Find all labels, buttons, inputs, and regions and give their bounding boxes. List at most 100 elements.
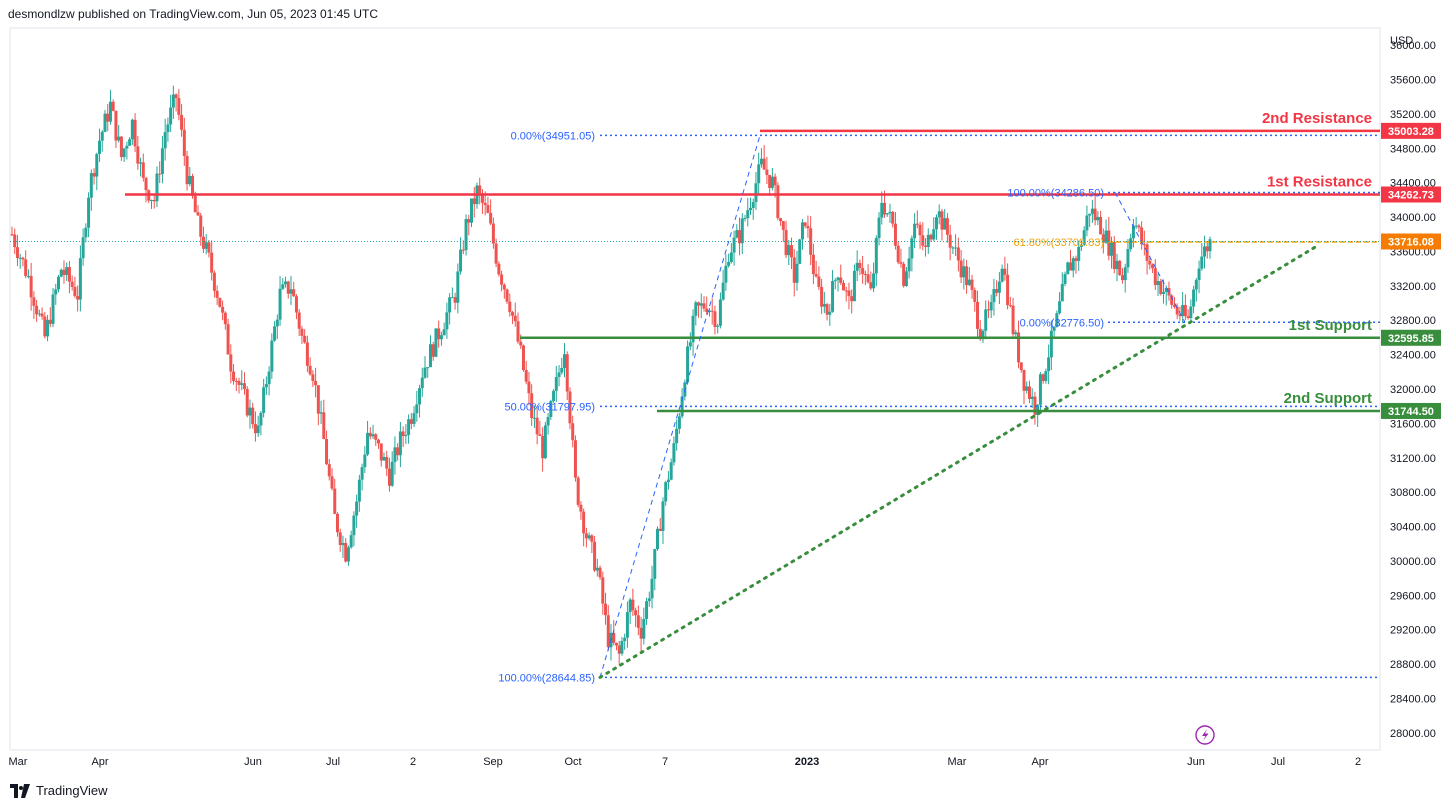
candle-body — [10, 234, 14, 236]
candle-body — [486, 205, 490, 213]
candle-body — [858, 262, 862, 269]
candle-body — [1115, 260, 1119, 270]
candle-body — [267, 371, 271, 385]
candle-body — [242, 383, 246, 390]
candle-body — [924, 245, 928, 247]
x-tick-label: Mar — [948, 756, 967, 768]
candle-body — [1014, 332, 1018, 335]
candle-body — [612, 632, 616, 643]
candle-body — [740, 218, 744, 244]
candle-body — [199, 215, 203, 237]
candle-body — [204, 242, 208, 249]
candle-body — [253, 424, 257, 434]
candle-body — [653, 549, 657, 579]
candle-body — [286, 281, 290, 294]
y-tick-label: 31200.00 — [1390, 453, 1436, 465]
candle-body — [688, 342, 692, 347]
candle-body — [787, 245, 791, 256]
candle-body — [234, 380, 238, 382]
candle-body — [390, 461, 394, 486]
lightning-icon[interactable] — [1195, 725, 1215, 745]
candle-body — [779, 218, 783, 222]
candle-body — [368, 432, 372, 437]
candle-body — [872, 273, 876, 289]
candle-body — [456, 271, 460, 303]
candle-body — [989, 302, 993, 311]
candle-body — [270, 340, 274, 372]
candle-body — [713, 311, 717, 327]
candle-body — [560, 367, 564, 373]
candle-body — [275, 319, 279, 327]
candle-body — [650, 578, 654, 599]
candle-body — [524, 370, 528, 382]
candle-body — [584, 533, 588, 539]
candle-body — [754, 183, 758, 203]
candle-body — [1011, 305, 1015, 335]
x-tick-label: 2023 — [795, 756, 819, 768]
candle-body — [634, 610, 638, 616]
candle-body — [738, 230, 742, 244]
candle-body — [1082, 230, 1086, 246]
candle-body — [718, 299, 722, 326]
candle-body — [795, 263, 799, 283]
candle-body — [513, 315, 517, 322]
candle-body — [215, 290, 219, 298]
candle-body — [300, 328, 304, 336]
candle-body — [1112, 241, 1116, 270]
candle-body — [907, 258, 911, 272]
candle-body — [311, 374, 315, 382]
candle-body — [497, 263, 501, 275]
candle-body — [995, 289, 999, 293]
candle-body — [691, 315, 695, 343]
candle-body — [576, 477, 580, 505]
price-tag — [1381, 233, 1441, 250]
candle-body — [210, 252, 214, 273]
candle-body — [647, 598, 651, 602]
candle-body — [658, 528, 662, 531]
candle-body — [565, 354, 569, 392]
candle-body — [371, 434, 375, 437]
candle-body — [748, 207, 752, 211]
candle-body — [579, 504, 583, 512]
candle-body — [598, 567, 602, 578]
candle-body — [141, 162, 145, 178]
candle-body — [201, 236, 205, 249]
candle-body — [464, 219, 468, 251]
x-tick-label: 2 — [1355, 756, 1361, 768]
candle-body — [809, 228, 813, 255]
candle-body — [119, 136, 123, 158]
x-tick-label: Jul — [326, 756, 340, 768]
candle-body — [478, 185, 482, 194]
candle-body — [1156, 281, 1160, 286]
candle-body — [590, 535, 594, 542]
candle-body — [37, 313, 41, 315]
candle-body — [1066, 262, 1070, 275]
y-tick-label: 33200.00 — [1390, 281, 1436, 293]
candle-body — [1074, 258, 1078, 261]
candle-body — [106, 113, 110, 122]
candle-body — [645, 601, 649, 619]
candle-body — [437, 328, 441, 340]
candle-body — [951, 247, 955, 249]
candle-body — [387, 468, 391, 486]
candle-body — [1145, 244, 1149, 261]
candle-body — [1203, 246, 1207, 257]
candle-body — [535, 417, 539, 435]
candle-body — [664, 482, 668, 502]
candle-body — [1126, 249, 1130, 268]
candle-body — [743, 218, 747, 220]
candle-body — [245, 389, 249, 416]
candle-body — [136, 146, 140, 164]
candle-body — [932, 229, 936, 240]
candle-body — [327, 464, 331, 477]
y-tick-label: 29600.00 — [1390, 590, 1436, 602]
footer: TradingView — [10, 783, 108, 798]
candle-body — [885, 213, 889, 215]
level-label: 2nd Resistance — [1262, 110, 1372, 127]
candle-body — [453, 297, 457, 303]
candle-body — [133, 119, 137, 147]
candle-body — [571, 423, 575, 441]
candle-body — [191, 176, 195, 196]
candle-body — [792, 257, 796, 283]
